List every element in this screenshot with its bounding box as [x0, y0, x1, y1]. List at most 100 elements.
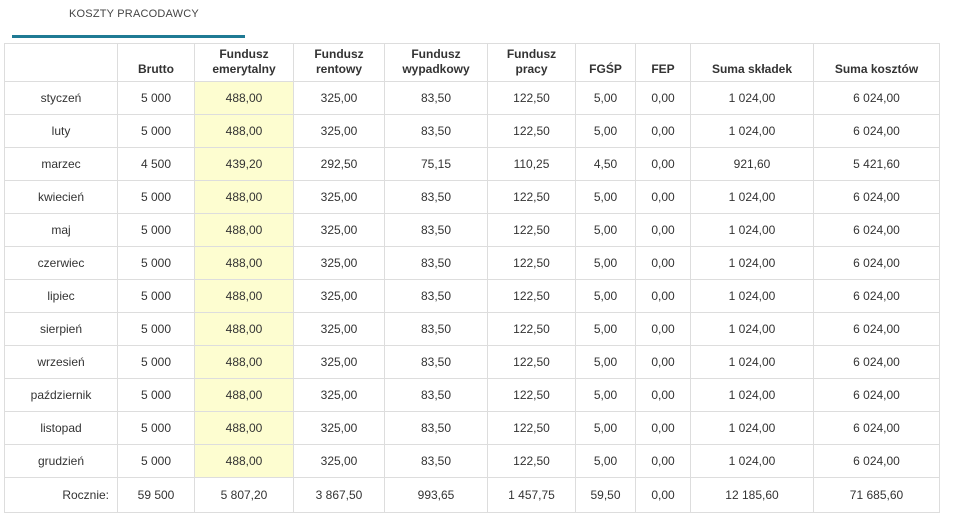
cell-fgsp: 5,00	[575, 444, 636, 478]
cell-fundusz-pracy: 122,50	[487, 378, 576, 412]
cell-fundusz-rentowy: 292,50	[293, 147, 385, 181]
cell-fundusz-pracy: 122,50	[487, 81, 576, 115]
cell-fep: 0,00	[635, 279, 691, 313]
cell-fep: 0,00	[635, 114, 691, 148]
cell-fundusz-wypadkowy: 83,50	[384, 246, 488, 280]
cell-suma-kosztow: 6 024,00	[813, 312, 940, 346]
cell-fundusz-pracy: 122,50	[487, 411, 576, 445]
cell-suma-skladek: 1 024,00	[690, 279, 814, 313]
column-header-text: emerytalny	[212, 62, 276, 76]
column-header-month	[4, 43, 118, 82]
column-header-text: Fundusz	[219, 47, 269, 61]
column-header-fundusz-emerytalny: Fundusz emerytalny	[194, 43, 294, 82]
month-cell: lipiec	[4, 279, 118, 313]
cell-fundusz-emerytalny: 488,00	[194, 279, 294, 313]
column-header-fundusz-pracy: Fundusz pracy	[487, 43, 576, 82]
cell-fundusz-wypadkowy: 83,50	[384, 345, 488, 379]
cell-fundusz-wypadkowy: 83,50	[384, 411, 488, 445]
cell-fundusz-wypadkowy: 83,50	[384, 81, 488, 115]
total-suma-skladek: 12 185,60	[690, 477, 814, 513]
table-row: kwiecień 5 000 488,00 325,00 83,50 122,50 5,00…	[4, 180, 940, 214]
column-header-text: FEP	[651, 62, 675, 76]
cell-suma-skladek: 921,60	[690, 147, 814, 181]
cell-brutto: 5 000	[117, 180, 195, 214]
column-header-suma-skladek: Suma składek	[690, 43, 814, 82]
cell-fundusz-emerytalny: 488,00	[194, 81, 294, 115]
column-header-fgsp: FGŚP	[575, 43, 636, 82]
table-header-row: Brutto Fundusz emerytalny Fundusz rentowy Fun…	[4, 43, 940, 82]
table-row: styczeń 5 000 488,00 325,00 83,50 122,50 5,00 0…	[4, 81, 940, 115]
month-cell: grudzień	[4, 444, 118, 478]
table-row: marzec 4 500 439,20 292,50 75,15 110,25 4,50 0,…	[4, 147, 940, 181]
cell-fundusz-rentowy: 325,00	[293, 312, 385, 346]
cell-suma-kosztow: 6 024,00	[813, 180, 940, 214]
column-header-fundusz-rentowy: Fundusz rentowy	[293, 43, 385, 82]
cell-suma-skladek: 1 024,00	[690, 114, 814, 148]
column-header-fundusz-wypadkowy: Fundusz wypadkowy	[384, 43, 488, 82]
table-row: luty 5 000 488,00 325,00 83,50 122,50 5,00 0,00…	[4, 114, 940, 148]
cell-suma-kosztow: 6 024,00	[813, 345, 940, 379]
cell-fundusz-emerytalny: 488,00	[194, 114, 294, 148]
cell-fgsp: 5,00	[575, 312, 636, 346]
cell-brutto: 5 000	[117, 312, 195, 346]
cell-suma-kosztow: 6 024,00	[813, 279, 940, 313]
cell-fundusz-wypadkowy: 75,15	[384, 147, 488, 181]
cell-fundusz-emerytalny: 488,00	[194, 246, 294, 280]
cell-fep: 0,00	[635, 411, 691, 445]
cell-fgsp: 5,00	[575, 345, 636, 379]
cell-fundusz-pracy: 122,50	[487, 213, 576, 247]
column-header-fep: FEP	[635, 43, 691, 82]
cell-fep: 0,00	[635, 444, 691, 478]
cell-fundusz-pracy: 122,50	[487, 444, 576, 478]
cell-fundusz-pracy: 122,50	[487, 279, 576, 313]
table-row: czerwiec 5 000 488,00 325,00 83,50 122,50 5,00…	[4, 246, 940, 280]
total-brutto: 59 500	[117, 477, 195, 513]
employer-costs-table: Brutto Fundusz emerytalny Fundusz rentowy Fun…	[4, 43, 940, 513]
month-cell: sierpień	[4, 312, 118, 346]
tab-koszty-pracodawcy[interactable]: KOSZTY PRACODAWCY	[12, 0, 245, 38]
cell-fgsp: 5,00	[575, 378, 636, 412]
cell-fundusz-wypadkowy: 83,50	[384, 378, 488, 412]
cell-fep: 0,00	[635, 246, 691, 280]
cell-fep: 0,00	[635, 180, 691, 214]
cell-fgsp: 5,00	[575, 213, 636, 247]
cell-suma-kosztow: 6 024,00	[813, 444, 940, 478]
total-row: Rocznie: 59 500 5 807,20 3 867,50 993,65 1 45…	[4, 477, 940, 513]
month-cell: styczeń	[4, 81, 118, 115]
column-header-text: Suma składek	[711, 62, 793, 76]
cell-fundusz-pracy: 122,50	[487, 246, 576, 280]
cell-brutto: 5 000	[117, 411, 195, 445]
month-cell: listopad	[4, 411, 118, 445]
month-cell: luty	[4, 114, 118, 148]
cell-suma-kosztow: 6 024,00	[813, 246, 940, 280]
cell-fundusz-emerytalny: 488,00	[194, 411, 294, 445]
column-header-text: Fundusz	[314, 47, 364, 61]
column-header-text: pracy	[515, 62, 548, 76]
column-header-text: FGŚP	[589, 62, 622, 76]
cell-suma-kosztow: 6 024,00	[813, 378, 940, 412]
cell-suma-kosztow: 5 421,60	[813, 147, 940, 181]
cell-suma-skladek: 1 024,00	[690, 345, 814, 379]
total-fgsp: 59,50	[575, 477, 636, 513]
cell-suma-skladek: 1 024,00	[690, 378, 814, 412]
cell-brutto: 4 500	[117, 147, 195, 181]
cell-fundusz-rentowy: 325,00	[293, 345, 385, 379]
total-fundusz-rentowy: 3 867,50	[293, 477, 385, 513]
column-header-text: Brutto	[138, 62, 174, 76]
cell-fundusz-pracy: 122,50	[487, 180, 576, 214]
column-header-brutto: Brutto	[117, 43, 195, 82]
cell-fundusz-rentowy: 325,00	[293, 114, 385, 148]
cell-fundusz-wypadkowy: 83,50	[384, 114, 488, 148]
cell-fundusz-pracy: 122,50	[487, 345, 576, 379]
cell-fep: 0,00	[635, 312, 691, 346]
table-row: sierpień 5 000 488,00 325,00 83,50 122,50 5,00…	[4, 312, 940, 346]
cell-fgsp: 5,00	[575, 279, 636, 313]
cell-fundusz-emerytalny: 488,00	[194, 378, 294, 412]
month-cell: maj	[4, 213, 118, 247]
cell-brutto: 5 000	[117, 81, 195, 115]
cell-fundusz-wypadkowy: 83,50	[384, 279, 488, 313]
cell-fundusz-wypadkowy: 83,50	[384, 180, 488, 214]
cell-fgsp: 5,00	[575, 81, 636, 115]
cell-fundusz-wypadkowy: 83,50	[384, 213, 488, 247]
cell-fundusz-emerytalny: 488,00	[194, 444, 294, 478]
